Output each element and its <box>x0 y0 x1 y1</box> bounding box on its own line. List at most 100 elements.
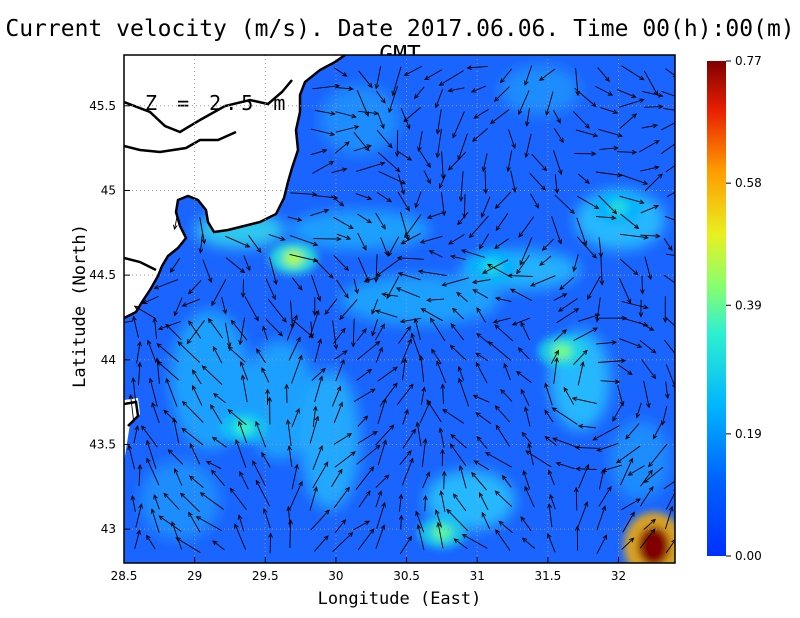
current-arrowhead <box>450 323 456 329</box>
hotspot <box>431 524 452 541</box>
current-arrowhead <box>271 294 276 301</box>
current-arrow <box>313 238 341 240</box>
current-arrowhead <box>381 292 387 297</box>
current-arrowhead <box>475 412 481 418</box>
current-arrowhead <box>452 493 458 499</box>
current-arrow <box>531 153 547 171</box>
current-arrow <box>357 431 378 444</box>
current-arrow <box>153 494 160 510</box>
current-arrow <box>553 109 561 124</box>
current-arrowhead <box>188 289 194 295</box>
current-arrow <box>289 253 318 262</box>
current-arrow <box>512 317 531 326</box>
current-arrowhead <box>210 403 215 410</box>
current-arrow <box>525 450 552 468</box>
current-arrowhead <box>471 471 477 478</box>
current-arrow <box>510 288 533 301</box>
current-arrowhead <box>440 383 446 389</box>
current-arrowhead <box>642 180 649 185</box>
current-arrow <box>516 255 530 274</box>
current-arrow <box>620 498 641 511</box>
current-arrow <box>448 151 467 171</box>
colorbar-tick-label: 0.39 <box>735 298 762 312</box>
current-arrowhead <box>312 405 318 412</box>
current-arrowhead <box>151 401 156 408</box>
current-arrowhead <box>562 293 568 298</box>
current-arrowhead <box>252 460 257 466</box>
y-tick-label: 44 <box>101 353 116 367</box>
current-arrow <box>485 452 512 468</box>
current-arrowhead <box>374 83 380 90</box>
current-arrow <box>526 107 530 126</box>
current-arrowhead <box>476 435 482 442</box>
current-arrowhead <box>631 113 637 119</box>
current-arrow <box>334 451 356 468</box>
current-arrowhead <box>584 463 590 470</box>
current-arrow <box>660 143 675 155</box>
current-arrowhead <box>323 208 330 214</box>
current-arrow <box>358 110 379 115</box>
current-arrowhead <box>612 416 617 422</box>
current-arrowhead <box>192 384 197 391</box>
current-arrowhead <box>286 505 291 512</box>
current-arrowhead <box>472 289 478 294</box>
current-arrowhead <box>345 235 352 240</box>
current-arrowhead <box>466 65 472 71</box>
x-axis-label: Longitude (East) <box>317 589 482 609</box>
current-arrowhead <box>625 434 631 440</box>
current-arrow <box>262 326 268 341</box>
colorbar-tick-label: 0.58 <box>735 176 762 190</box>
current-arrow <box>664 339 675 355</box>
current-arrowhead <box>380 323 385 329</box>
current-arrow <box>510 170 516 192</box>
current-arrowhead <box>404 408 409 415</box>
current-arrowhead <box>677 139 681 143</box>
current-arrow <box>539 255 552 266</box>
current-arrowhead <box>153 284 160 290</box>
current-arrow <box>548 503 553 528</box>
current-arrow <box>288 446 293 468</box>
current-arrow <box>288 337 301 361</box>
current-arrowhead <box>188 320 193 326</box>
current-arrow <box>331 168 347 174</box>
current-arrow <box>575 129 598 137</box>
current-arrow <box>208 318 223 339</box>
current-arrowhead <box>479 492 484 498</box>
current-arrowhead <box>519 260 524 266</box>
current-arrow <box>357 341 380 361</box>
current-arrow <box>525 133 532 158</box>
current-arrow <box>133 425 139 444</box>
current-arrowhead <box>240 374 246 380</box>
current-arrow <box>189 443 201 465</box>
current-arrow <box>255 480 271 507</box>
current-arrowhead <box>431 348 436 354</box>
current-arrowhead <box>406 155 413 161</box>
current-arrowhead <box>311 192 318 197</box>
current-arrowhead <box>476 333 482 338</box>
current-arrowhead <box>234 523 239 529</box>
speed-patch <box>340 275 500 325</box>
current-arrowhead <box>150 508 156 514</box>
current-arrowhead <box>207 317 213 324</box>
current-arrow <box>452 308 465 320</box>
current-arrow <box>587 275 601 300</box>
current-arrow <box>397 257 425 260</box>
current-arrowhead <box>634 224 640 230</box>
current-arrow <box>291 464 298 490</box>
current-arrowhead <box>174 467 179 474</box>
current-arrowhead <box>424 75 430 81</box>
current-arrow <box>312 461 329 489</box>
current-arrowhead <box>212 392 219 398</box>
current-arrowhead <box>163 409 169 415</box>
current-arrowhead <box>370 388 376 394</box>
current-arrow <box>460 171 464 202</box>
current-arrow <box>313 258 334 279</box>
current-arrowhead <box>524 80 529 86</box>
current-arrow <box>336 279 349 299</box>
current-arrow <box>213 346 223 364</box>
current-arrowhead <box>643 304 649 310</box>
current-arrowhead <box>441 281 447 287</box>
current-arrowhead <box>131 377 136 383</box>
current-arrow <box>508 129 516 149</box>
current-arrow <box>556 308 579 324</box>
